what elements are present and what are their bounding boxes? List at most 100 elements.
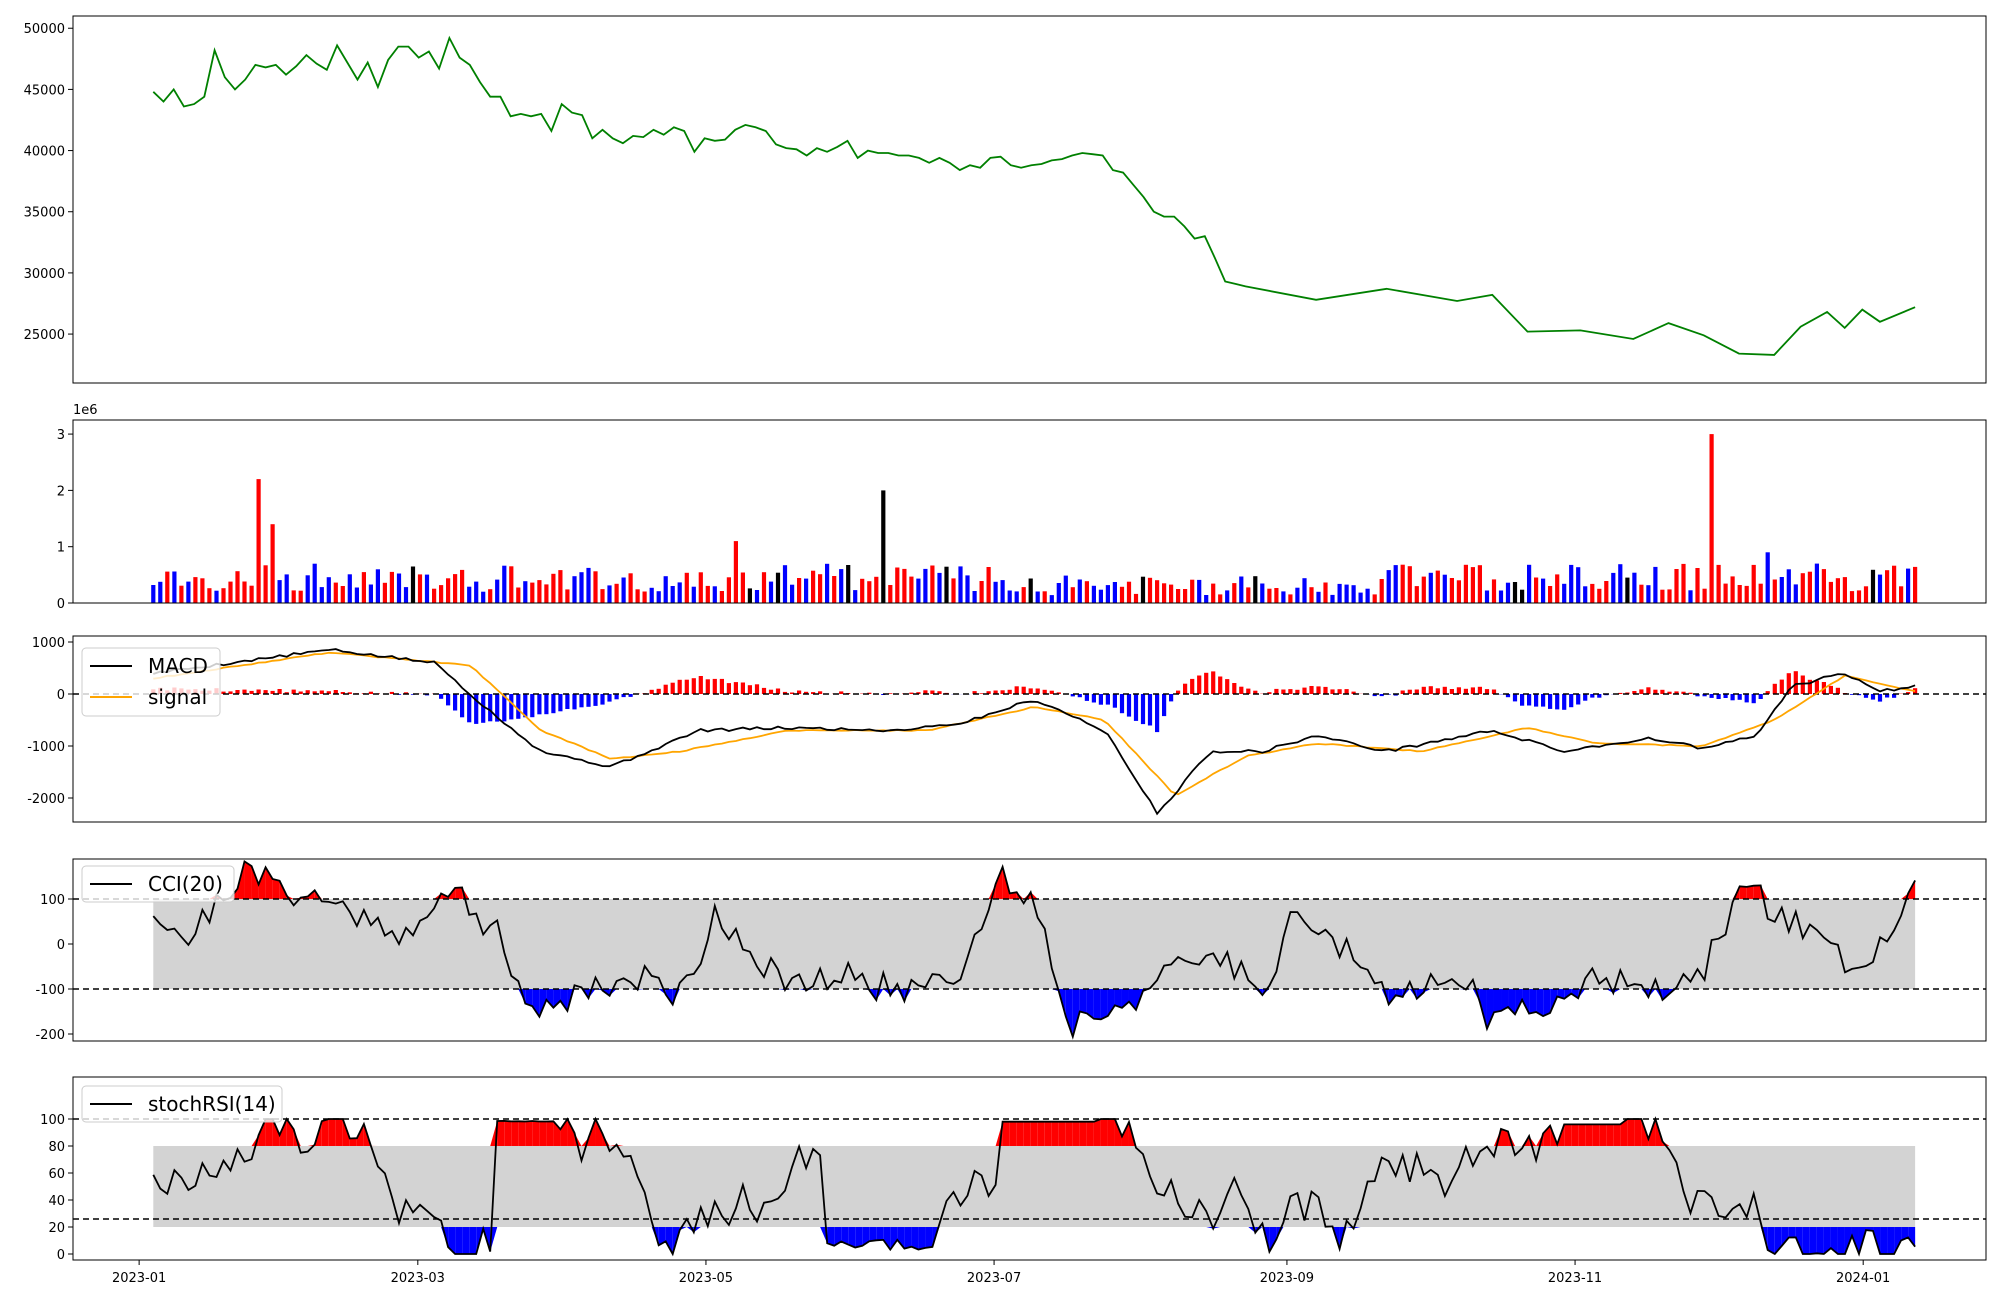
macd-histogram-bar: [614, 694, 619, 700]
volume-bar: [1035, 591, 1040, 603]
stochrsi-oversold-fill: [665, 1227, 673, 1254]
volume-bar: [1077, 579, 1082, 603]
stochrsi-oversold-fill: [897, 1227, 905, 1249]
volume-bar: [1281, 591, 1286, 603]
volume-bar: [502, 565, 507, 603]
macd-histogram-bar: [256, 689, 261, 694]
macd-histogram-bar: [1035, 688, 1040, 694]
macd-histogram-bar: [1674, 691, 1679, 694]
stochrsi-oversold-fill: [1837, 1227, 1845, 1254]
volume-bar: [1155, 580, 1160, 603]
volume-bar: [1625, 577, 1630, 603]
volume-bar: [1435, 570, 1440, 603]
stochrsi-overbought-fill: [1564, 1124, 1572, 1146]
price-y-ticks: 25000 30000 35000 40000 45000 50000: [24, 22, 73, 343]
macd-histogram-bar: [1870, 694, 1876, 700]
macd-frame: [72, 635, 1987, 823]
volume-bar: [488, 589, 493, 603]
volume-bar: [839, 569, 844, 603]
macd-histogram-bar: [1828, 685, 1833, 694]
macd-histogram-bar: [1835, 687, 1840, 694]
macd-histogram-bar: [1442, 686, 1447, 694]
macd-histogram-bar: [1562, 694, 1567, 710]
macd-histogram-bar: [1548, 694, 1553, 709]
macd-histogram-bar: [474, 694, 479, 724]
volume-bar: [1512, 582, 1518, 603]
cci-oversold-fill: [1402, 989, 1410, 997]
macd-histogram-bar: [663, 684, 668, 694]
volume-bar: [1295, 587, 1300, 603]
volume-bar: [1562, 583, 1567, 603]
cci-overbought-fill: [251, 866, 259, 899]
macd-histogram-bar: [888, 693, 893, 694]
stochrsi-oversold-fill: [1880, 1227, 1888, 1254]
macd-lines: [152, 648, 1916, 816]
volume-bar: [1126, 581, 1132, 603]
y-tick-label: 100: [40, 1113, 65, 1128]
stochrsi-series-line: [152, 1116, 1916, 1257]
macd-histogram-bar: [1484, 689, 1490, 694]
y-tick-label: 30000: [24, 267, 65, 282]
cci-fills: [153, 861, 1916, 1037]
y-tick-label: 0: [57, 597, 65, 612]
volume-bar: [1660, 589, 1665, 603]
y-tick-label: 2: [57, 484, 65, 499]
stochrsi-line: [152, 1116, 1916, 1257]
cci-overbought-fill: [455, 887, 463, 899]
volume-bar: [1190, 579, 1195, 603]
stochrsi-overbought-fill: [265, 1119, 273, 1146]
stochrsi-oversold-fill: [876, 1227, 884, 1241]
stochrsi-overbought-fill: [602, 1133, 610, 1146]
macd-histogram-bar: [242, 689, 247, 694]
stochrsi-overbought-fill: [525, 1121, 533, 1146]
volume-bar: [1863, 586, 1869, 603]
stochrsi-oversold-fill: [918, 1227, 926, 1250]
macd-histogram-bar: [1477, 686, 1482, 694]
stochrsi-overbought-fill: [567, 1119, 575, 1146]
legend-cci-label: CCI(20): [148, 872, 223, 896]
volume-panel: 1e6 0 1 2 3: [57, 403, 1987, 612]
cci-overbought-fill: [265, 867, 273, 899]
volume-bar: [1632, 572, 1637, 603]
cci-oversold-fill: [637, 989, 645, 990]
macd-histogram-bar: [684, 679, 689, 694]
volume-bar: [1744, 585, 1749, 603]
volume-bar: [1520, 589, 1525, 603]
macd-histogram-bar: [1288, 689, 1293, 694]
cci-oversold-fill: [553, 989, 561, 1008]
volume-bar: [1302, 578, 1307, 603]
stochrsi-oversold-fill: [1795, 1227, 1803, 1254]
volume-bar: [1140, 576, 1146, 603]
volume-bar: [1147, 577, 1153, 603]
cci-oversold-fill: [1107, 989, 1115, 1016]
macd-histogram-bar: [621, 694, 626, 698]
volume-bar: [775, 572, 781, 603]
macd-histogram-bar: [712, 678, 717, 694]
y-tick-label: 80: [48, 1140, 65, 1155]
volume-bar: [165, 571, 170, 603]
macd-histogram-bar: [797, 690, 802, 694]
volume-bar: [853, 590, 858, 603]
cci-overbought-fill: [995, 866, 1003, 899]
cci-oversold-fill: [1388, 989, 1396, 1005]
volume-bar: [1119, 586, 1125, 603]
volume-bar: [1365, 588, 1370, 603]
volume-bar: [375, 569, 380, 603]
macd-histogram-bar: [453, 694, 458, 711]
volume-bar: [1183, 589, 1188, 603]
volume-bar: [705, 585, 710, 603]
macd-histogram-bar: [1021, 686, 1026, 694]
macd-histogram-bar: [1779, 679, 1784, 694]
macd-y-ticks: -2000 -1000 0 1000: [27, 636, 73, 807]
volume-bar: [361, 572, 366, 603]
volume-bar: [1590, 583, 1595, 603]
stochrsi-overbought-fill: [321, 1119, 329, 1146]
volume-bar: [670, 586, 675, 603]
y-tick-label: 3: [57, 428, 65, 443]
volume-bar: [298, 590, 303, 603]
macd-histogram-bar: [446, 694, 451, 706]
cci-series-line: [152, 859, 1916, 1040]
volume-bar: [972, 591, 977, 603]
macd-histogram-bar: [1737, 694, 1742, 700]
stochrsi-oversold-fill: [1269, 1227, 1277, 1252]
